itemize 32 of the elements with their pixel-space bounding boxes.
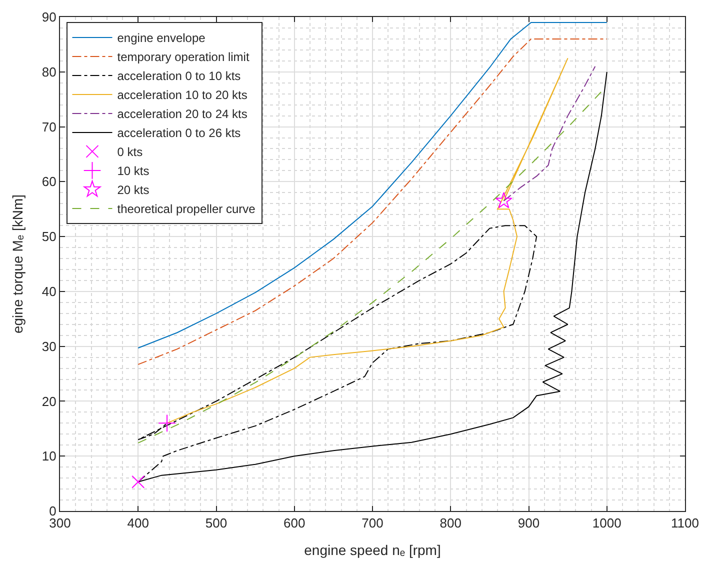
point	[132, 475, 145, 488]
x-tick-label: 400	[127, 516, 149, 531]
x-tick-label: 700	[362, 516, 384, 531]
legend-label: theoretical propeller curve	[117, 202, 256, 216]
legend-label: acceleration 0 to 26 kts	[117, 126, 241, 140]
y-tick-label: 20	[42, 394, 56, 409]
y-axis-title: egine torque Mₑ [kNm]	[10, 194, 26, 334]
y-tick-label: 10	[42, 448, 56, 464]
y-tick-label: 60	[42, 174, 56, 190]
legend-label: acceleration 10 to 20 kts	[117, 88, 248, 102]
y-tick-label: 40	[42, 284, 56, 299]
x-tick-label: 800	[440, 516, 462, 531]
legend-label: 10 kts	[117, 164, 150, 178]
x-axis-title: engine speed nₑ [rpm]	[304, 542, 441, 558]
point	[158, 414, 176, 432]
x-tick-label: 500	[205, 516, 228, 531]
x-tick-label: 900	[518, 516, 540, 531]
y-tick-label: 70	[42, 119, 56, 134]
legend-label: 20 kts	[117, 183, 150, 198]
y-tick-label: 30	[42, 338, 56, 354]
legend-label: acceleration 0 to 10 kts	[117, 69, 241, 84]
y-tick-label: 50	[42, 229, 56, 244]
legend-label: acceleration 20 to 24 kts	[117, 107, 248, 122]
y-tick-label: 90	[42, 10, 56, 25]
legend-label: 0 kts	[117, 145, 143, 160]
y-tick-label: 80	[42, 64, 56, 80]
x-tick-label: 1000	[592, 516, 622, 531]
point	[495, 192, 512, 208]
legend-label: temporary operation limit	[117, 50, 250, 64]
legend-label: engine envelope	[117, 31, 206, 46]
x-tick-label: 600	[284, 516, 306, 531]
x-tick-label: 1100	[671, 516, 699, 531]
